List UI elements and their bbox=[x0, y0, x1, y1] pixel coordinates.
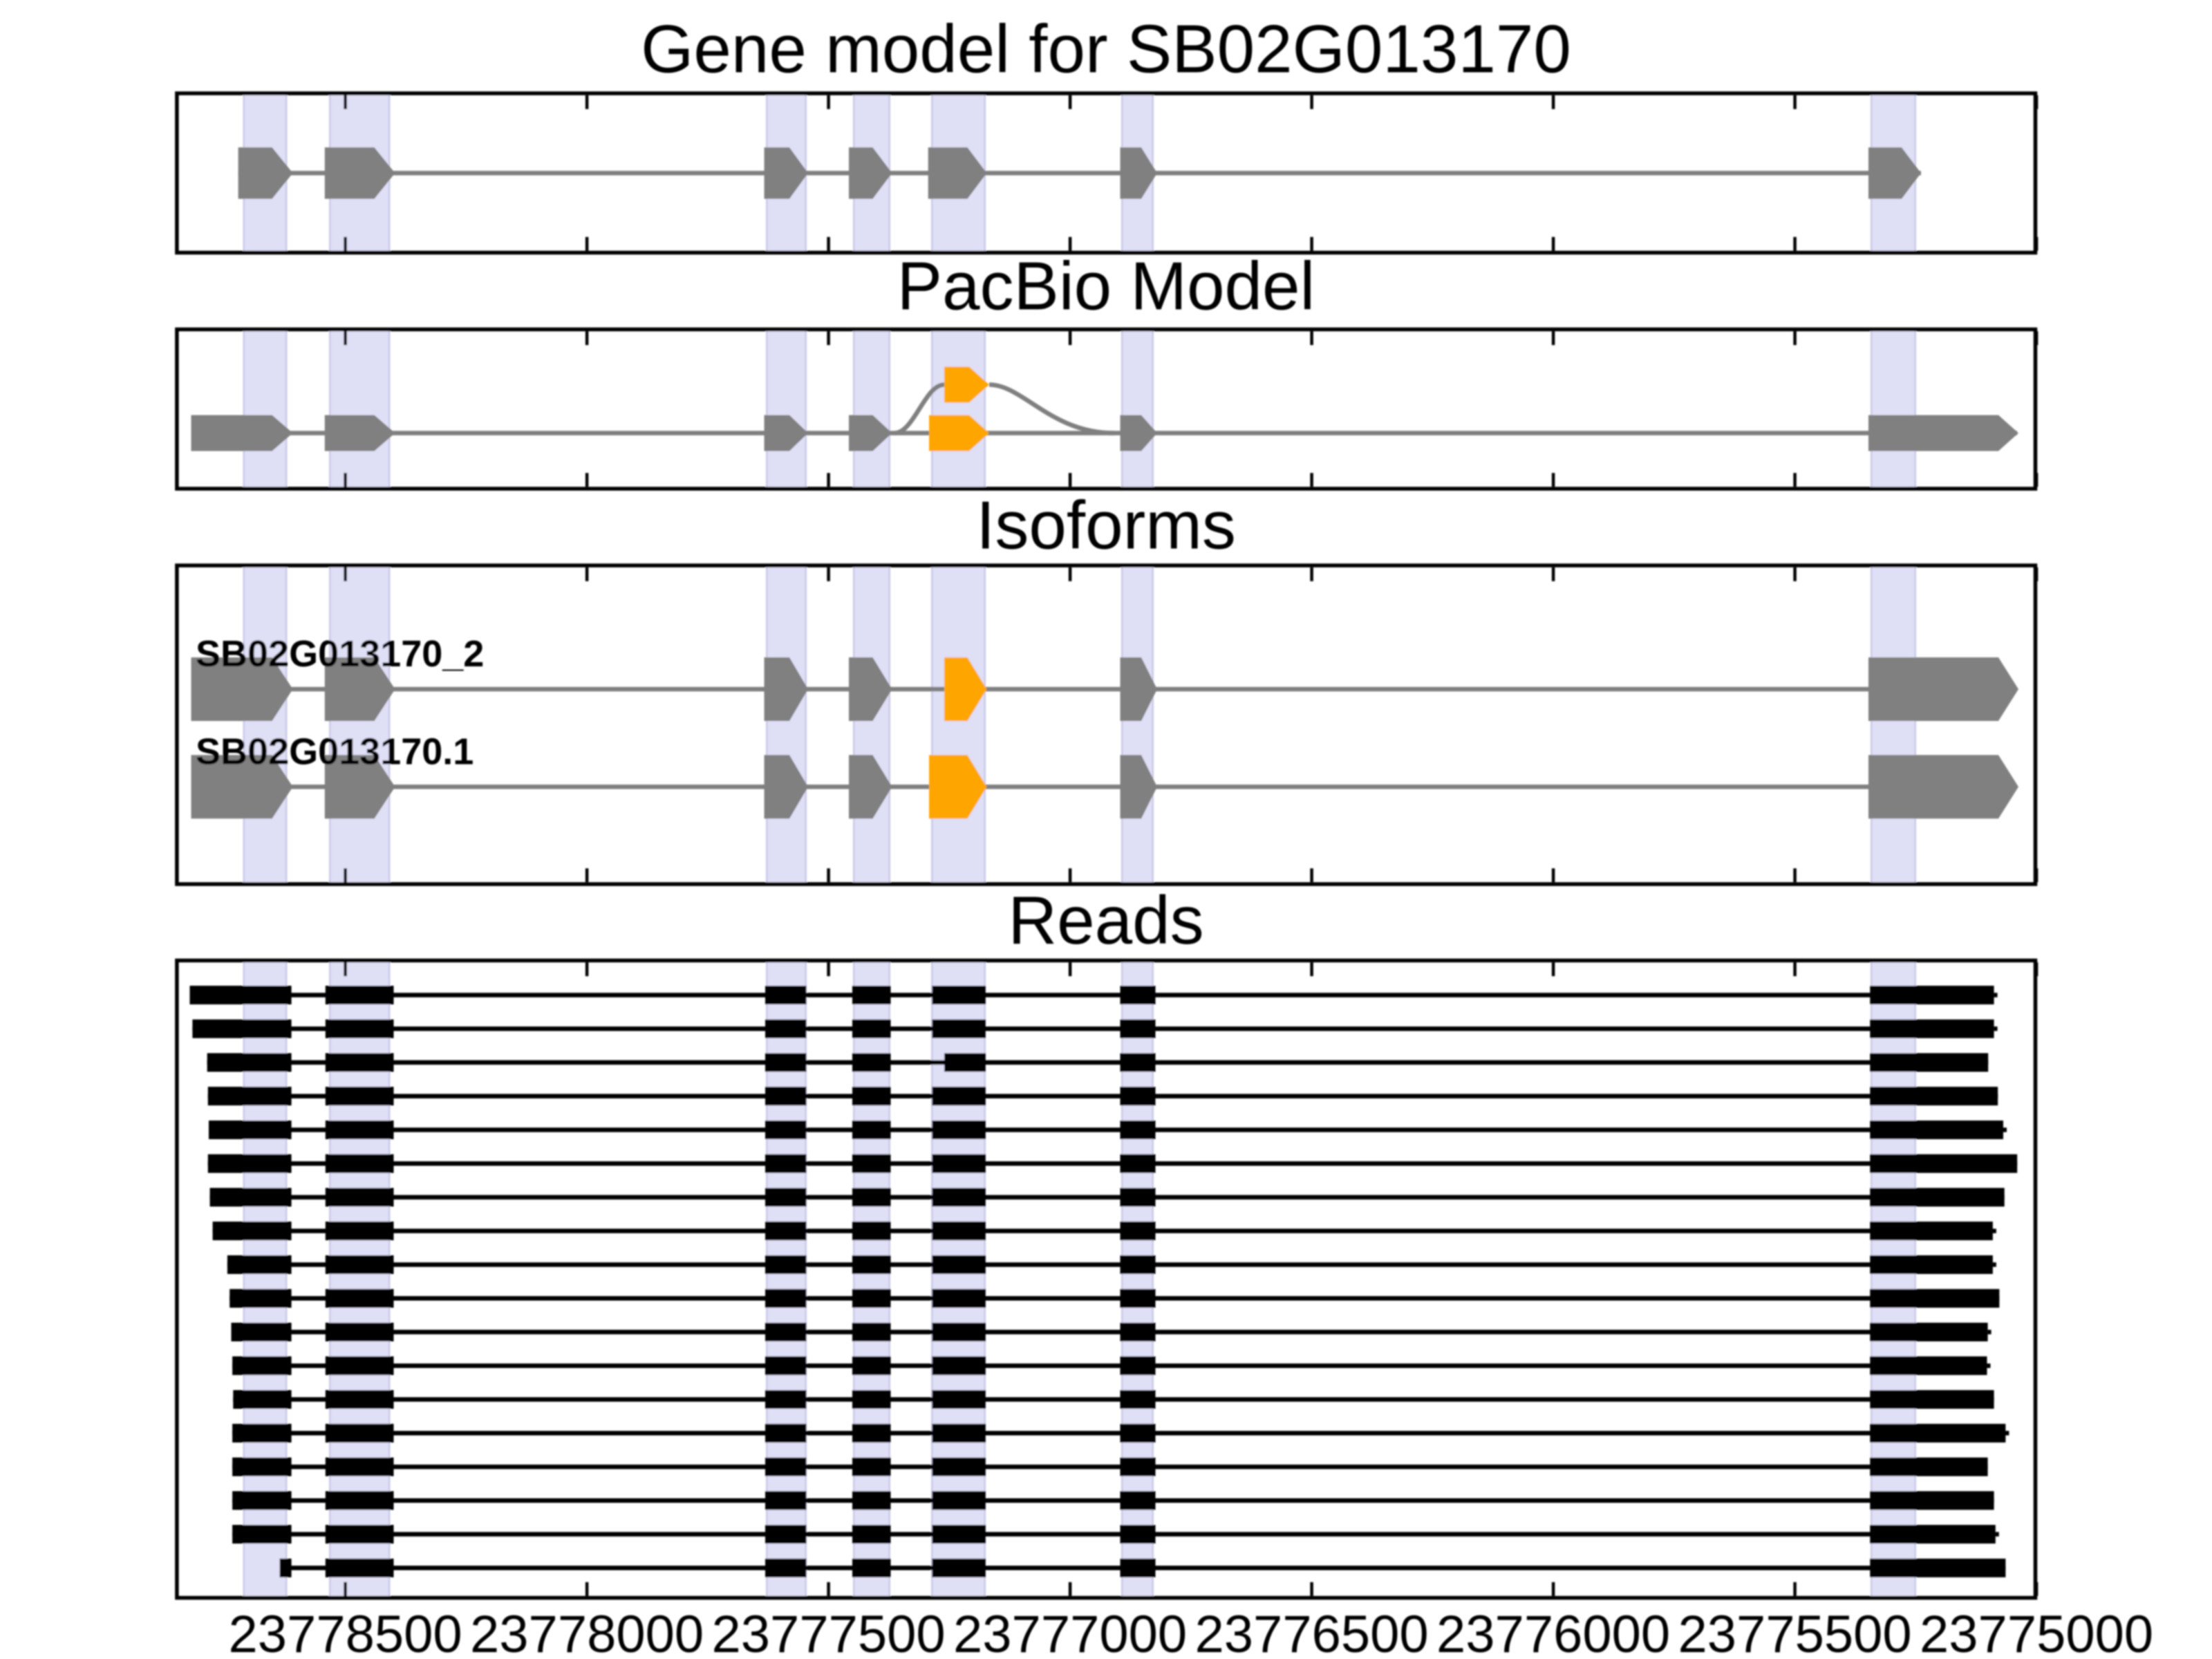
svg-text:23775000: 23775000 bbox=[1920, 1605, 2153, 1659]
svg-text:SB02G013170_2: SB02G013170_2 bbox=[196, 633, 484, 675]
svg-text:23778500: 23778500 bbox=[229, 1605, 462, 1659]
svg-text:23777500: 23777500 bbox=[712, 1605, 946, 1659]
svg-text:23778000: 23778000 bbox=[470, 1605, 704, 1659]
svg-text:Reads: Reads bbox=[1008, 882, 1203, 958]
svg-text:23775500: 23775500 bbox=[1678, 1605, 1912, 1659]
svg-text:Isoforms: Isoforms bbox=[976, 487, 1236, 563]
svg-text:SB02G013170.1: SB02G013170.1 bbox=[196, 731, 474, 772]
svg-text:23776000: 23776000 bbox=[1436, 1605, 1670, 1659]
svg-text:23777000: 23777000 bbox=[953, 1605, 1187, 1659]
svg-text:23776500: 23776500 bbox=[1195, 1605, 1429, 1659]
svg-text:Gene model for SB02G013170: Gene model for SB02G013170 bbox=[641, 11, 1571, 87]
svg-text:PacBio Model: PacBio Model bbox=[897, 248, 1315, 324]
